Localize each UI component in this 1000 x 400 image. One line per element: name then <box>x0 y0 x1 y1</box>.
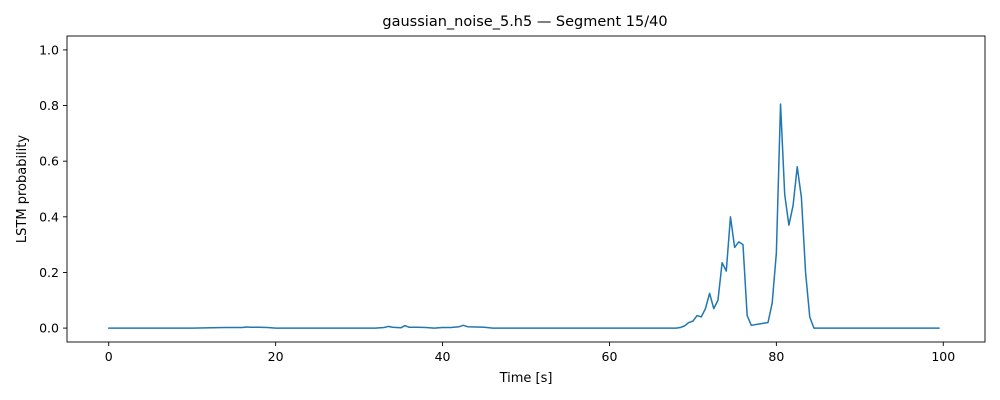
y-tick-label: 0.6 <box>39 154 59 169</box>
chart-title: gaussian_noise_5.h5 — Segment 15/40 <box>382 14 667 30</box>
axes: 0 20 40 60 80 100 0.0 0.2 0.4 0.6 0.8 1.0 <box>39 42 955 364</box>
y-tick-label: 0.4 <box>39 209 59 224</box>
plot-frame <box>66 35 986 343</box>
y-tick-label: 0.8 <box>39 98 59 113</box>
y-tick-label: 0.2 <box>39 265 59 280</box>
x-tick-label: 60 <box>602 349 618 364</box>
x-tick-label: 80 <box>768 349 784 364</box>
x-tick-label: 100 <box>931 349 955 364</box>
x-tick-label: 20 <box>268 349 284 364</box>
x-tick-label: 40 <box>435 349 451 364</box>
y-tick-label: 0.0 <box>39 321 59 336</box>
series-line <box>107 103 940 329</box>
x-axis-label: Time [s] <box>499 371 553 386</box>
y-tick-label: 1.0 <box>39 42 59 57</box>
x-tick-label: 0 <box>105 349 113 364</box>
y-axis-label: LSTM probability <box>15 135 30 243</box>
series-layer <box>107 103 940 329</box>
